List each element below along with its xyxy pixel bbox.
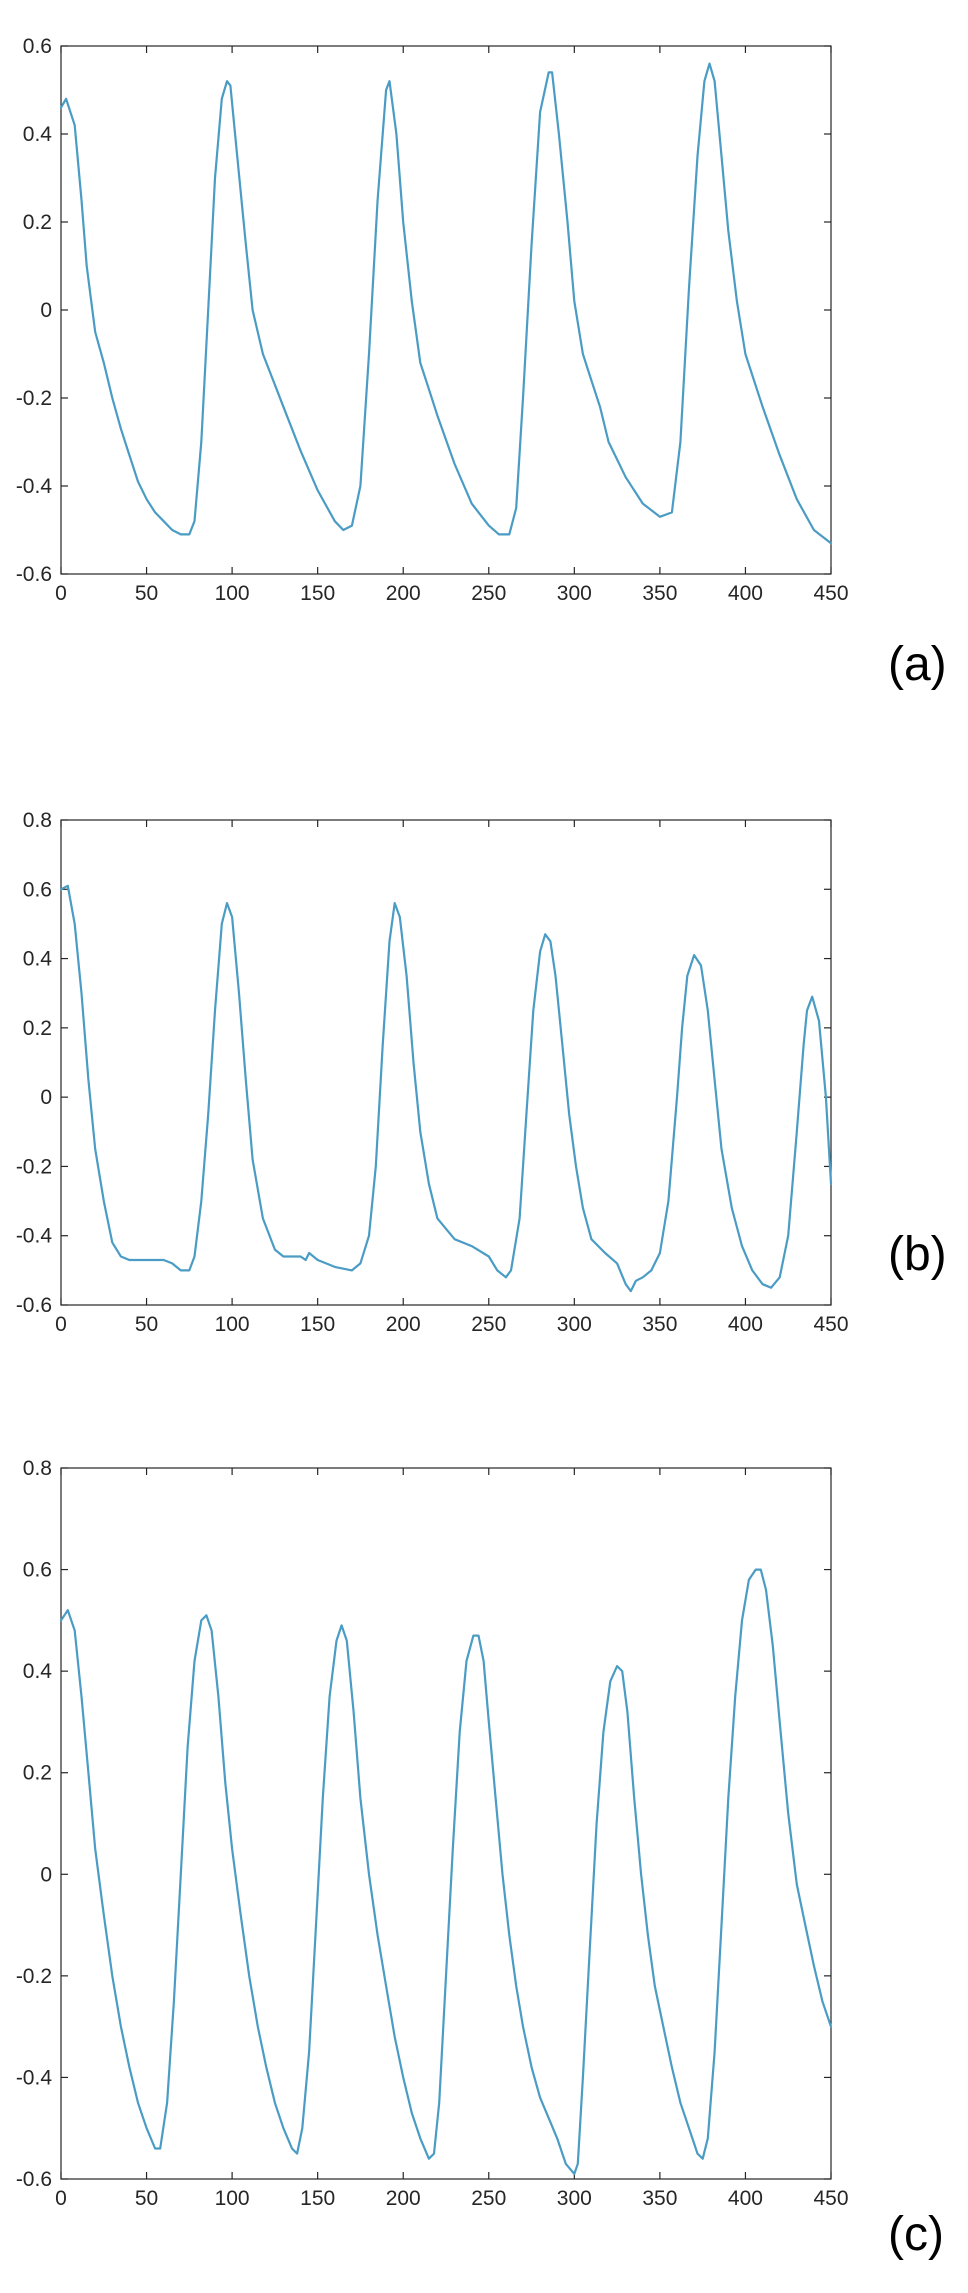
x-tick-label: 150 bbox=[300, 1313, 335, 1336]
x-tick-label: 150 bbox=[300, 2187, 335, 2210]
series-line bbox=[59, 62, 833, 545]
x-tick-label: 250 bbox=[471, 582, 506, 605]
y-tick-label: 0.4 bbox=[23, 948, 53, 971]
x-tick-label: 350 bbox=[642, 582, 677, 605]
y-tick-label: 0.6 bbox=[23, 1559, 52, 1582]
y-tick-label: -0.4 bbox=[16, 1225, 53, 1248]
y-tick-label: 0.6 bbox=[23, 878, 52, 901]
y-tick-label: 0.2 bbox=[23, 211, 52, 234]
x-tick-label: 400 bbox=[728, 582, 763, 605]
y-tick-label: -0.6 bbox=[16, 1294, 52, 1317]
chart-panel-2: 0 50 100 150 200 250 300 350 400 450 -0.6 -0.4 -0.2 0… bbox=[16, 809, 947, 1336]
x-tick-label: 400 bbox=[728, 1313, 763, 1336]
y-tick-label: -0.6 bbox=[16, 563, 52, 586]
x-tick-label: 450 bbox=[813, 2187, 848, 2210]
x-tick-label: 250 bbox=[471, 2187, 506, 2210]
y-tick-label: 0 bbox=[40, 1863, 52, 1886]
panel-label: (c) bbox=[888, 2208, 944, 2261]
x-tick-label: 350 bbox=[642, 2187, 677, 2210]
x-tick-label: 50 bbox=[135, 582, 158, 605]
x-tick-label: 400 bbox=[728, 2187, 763, 2210]
y-tick-label: 0.8 bbox=[23, 809, 52, 832]
x-tick-label: 0 bbox=[55, 582, 67, 605]
y-tick-label: -0.6 bbox=[16, 2168, 52, 2191]
x-tick-label: 450 bbox=[813, 1313, 848, 1336]
x-tick-label: 0 bbox=[55, 1313, 67, 1336]
y-tick-label: -0.4 bbox=[16, 2066, 53, 2089]
y-tick-label: 0.6 bbox=[23, 35, 52, 58]
y-tick-label: 0.2 bbox=[23, 1017, 52, 1040]
y-tick-label: -0.2 bbox=[16, 1155, 52, 1178]
y-tick-label: -0.4 bbox=[16, 475, 53, 498]
x-tick-label: 50 bbox=[135, 1313, 158, 1336]
x-tick-label: 150 bbox=[300, 582, 335, 605]
x-tick-label: 200 bbox=[386, 1313, 421, 1336]
x-tick-label: 300 bbox=[557, 1313, 592, 1336]
y-tick-label: 0.8 bbox=[23, 1457, 52, 1480]
y-tick-label: -0.2 bbox=[16, 1965, 52, 1988]
axes-box bbox=[60, 45, 832, 575]
x-tick-label: 300 bbox=[557, 582, 592, 605]
series-line bbox=[59, 1568, 833, 2175]
y-tick-label: 0 bbox=[40, 1086, 52, 1109]
panel-label: (b) bbox=[888, 1228, 947, 1281]
x-tick-label: 450 bbox=[813, 582, 848, 605]
x-tick-label: 300 bbox=[557, 2187, 592, 2210]
x-tick-label: 350 bbox=[642, 1313, 677, 1336]
chart-panel-3: 0 50 100 150 200 250 300 350 400 450 -0.6 -0.4 -0.2 0… bbox=[16, 1457, 944, 2261]
x-tick-label: 200 bbox=[386, 582, 421, 605]
y-tick-label: -0.2 bbox=[16, 387, 52, 410]
x-tick-label: 100 bbox=[215, 582, 250, 605]
series-line bbox=[59, 884, 833, 1293]
x-tick-label: 100 bbox=[215, 2187, 250, 2210]
x-tick-label: 100 bbox=[215, 1313, 250, 1336]
chart-panel-1: 0 50 100 150 200 250 300 350 400 450 -0.6 -0.4 -0.2 0… bbox=[16, 35, 947, 691]
x-tick-label: 0 bbox=[55, 2187, 67, 2210]
y-tick-label: 0.2 bbox=[23, 1762, 52, 1785]
x-tick-label: 50 bbox=[135, 2187, 158, 2210]
panel-label: (a) bbox=[888, 638, 947, 691]
axes-box bbox=[60, 819, 832, 1306]
x-tick-label: 200 bbox=[386, 2187, 421, 2210]
axes-box bbox=[60, 1467, 832, 2180]
y-tick-label: 0 bbox=[40, 299, 52, 322]
y-tick-label: 0.4 bbox=[23, 1660, 53, 1683]
x-tick-label: 250 bbox=[471, 1313, 506, 1336]
y-tick-label: 0.4 bbox=[23, 123, 53, 146]
